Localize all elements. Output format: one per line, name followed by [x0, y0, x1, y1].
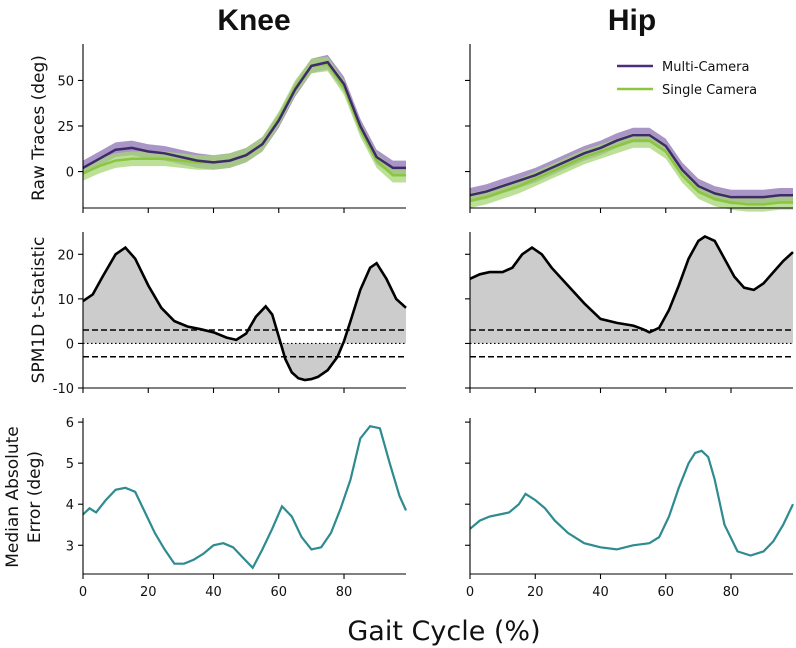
hip-mae-xtick-label: 80: [723, 585, 740, 600]
hip-mae-xtick-label: 0: [466, 585, 474, 600]
knee-raw-band-single-camera: [83, 56, 406, 183]
knee-mae-xtick-label: 60: [270, 585, 287, 600]
hip-spm-area: [470, 236, 793, 344]
knee-spm-ytick-label: 0: [66, 337, 74, 352]
knee-raw-ytick-label: 25: [57, 120, 74, 135]
row1-ylabel: Raw Traces (deg): [29, 55, 49, 201]
knee-spm-ytick-label: 10: [57, 293, 74, 308]
knee-raw-ytick-label: 50: [57, 74, 74, 89]
hip-raw-line-multi-camera: [469, 133, 793, 199]
knee-mae-xtick-label: 0: [79, 585, 87, 600]
mae-ylabel-line1: Median Absolute: [3, 426, 23, 568]
knee-mae-xtick-label: 40: [205, 585, 222, 600]
knee-raw-line-multi-camera: [82, 60, 406, 170]
hip-raw-band-single-camera: [470, 133, 793, 212]
raw-traces-ylabel: Raw Traces (deg): [29, 55, 49, 201]
legend-label-single-camera: Single Camera: [662, 83, 757, 98]
legend-label-multi-camera: Multi-Camera: [662, 60, 749, 75]
knee-spm-axes: -10 0 10 20: [53, 232, 406, 397]
knee-mae-error-line: [82, 424, 408, 570]
knee-column-title: Knee: [217, 4, 290, 37]
knee-raw-axes: 0 25 50: [57, 44, 406, 213]
knee-raw-panel: [82, 54, 406, 183]
hip-mae-xtick-label: 20: [527, 585, 544, 600]
row2-ylabel: SPM1D t-Statistic: [29, 237, 49, 384]
hip-spm-axes: [465, 232, 793, 393]
knee-raw-ytick-label: 0: [66, 166, 74, 181]
hip-column-title: Hip: [608, 4, 656, 37]
hip-mae-error-line: [469, 449, 794, 557]
knee-mae-ytick-label: 4: [66, 498, 74, 513]
knee-spm-t-statistic-line: [82, 245, 407, 382]
knee-spm-panel: [82, 245, 407, 382]
spm-ylabel: SPM1D t-Statistic: [29, 237, 49, 384]
knee-mae-xtick-label: 80: [336, 585, 353, 600]
hip-raw-band-multi-camera: [470, 127, 793, 205]
row3-ylabel: Median Absolute Error (deg): [3, 426, 45, 568]
knee-mae-ytick-label: 3: [66, 539, 74, 554]
hip-spm-panel: [469, 235, 794, 358]
knee-mae-panel: [82, 424, 408, 570]
knee-spm-ytick-label: 20: [57, 248, 74, 263]
hip-mae-axes: 0 20 40 60 80: [465, 418, 793, 600]
hip-raw-line-single-camera: [469, 139, 793, 206]
hip-spm-t-statistic-line: [469, 235, 794, 334]
hip-mae-xtick-label: 40: [592, 585, 609, 600]
hip-mae-panel: [469, 449, 794, 557]
knee-mae-ytick-label: 5: [66, 457, 74, 472]
hip-raw-panel: [469, 127, 793, 212]
mae-ylabel-line2: Error (deg): [25, 451, 45, 543]
knee-mae-ytick-label: 6: [66, 416, 74, 431]
knee-mae-xtick-label: 20: [140, 585, 157, 600]
x-axis-label: Gait Cycle (%): [347, 616, 540, 647]
hip-raw-axes: [465, 44, 793, 213]
legend: Multi-Camera Single Camera: [617, 60, 757, 98]
knee-spm-ytick-label: -10: [53, 382, 74, 397]
hip-mae-xtick-label: 60: [657, 585, 674, 600]
knee-spm-area: [83, 247, 406, 380]
